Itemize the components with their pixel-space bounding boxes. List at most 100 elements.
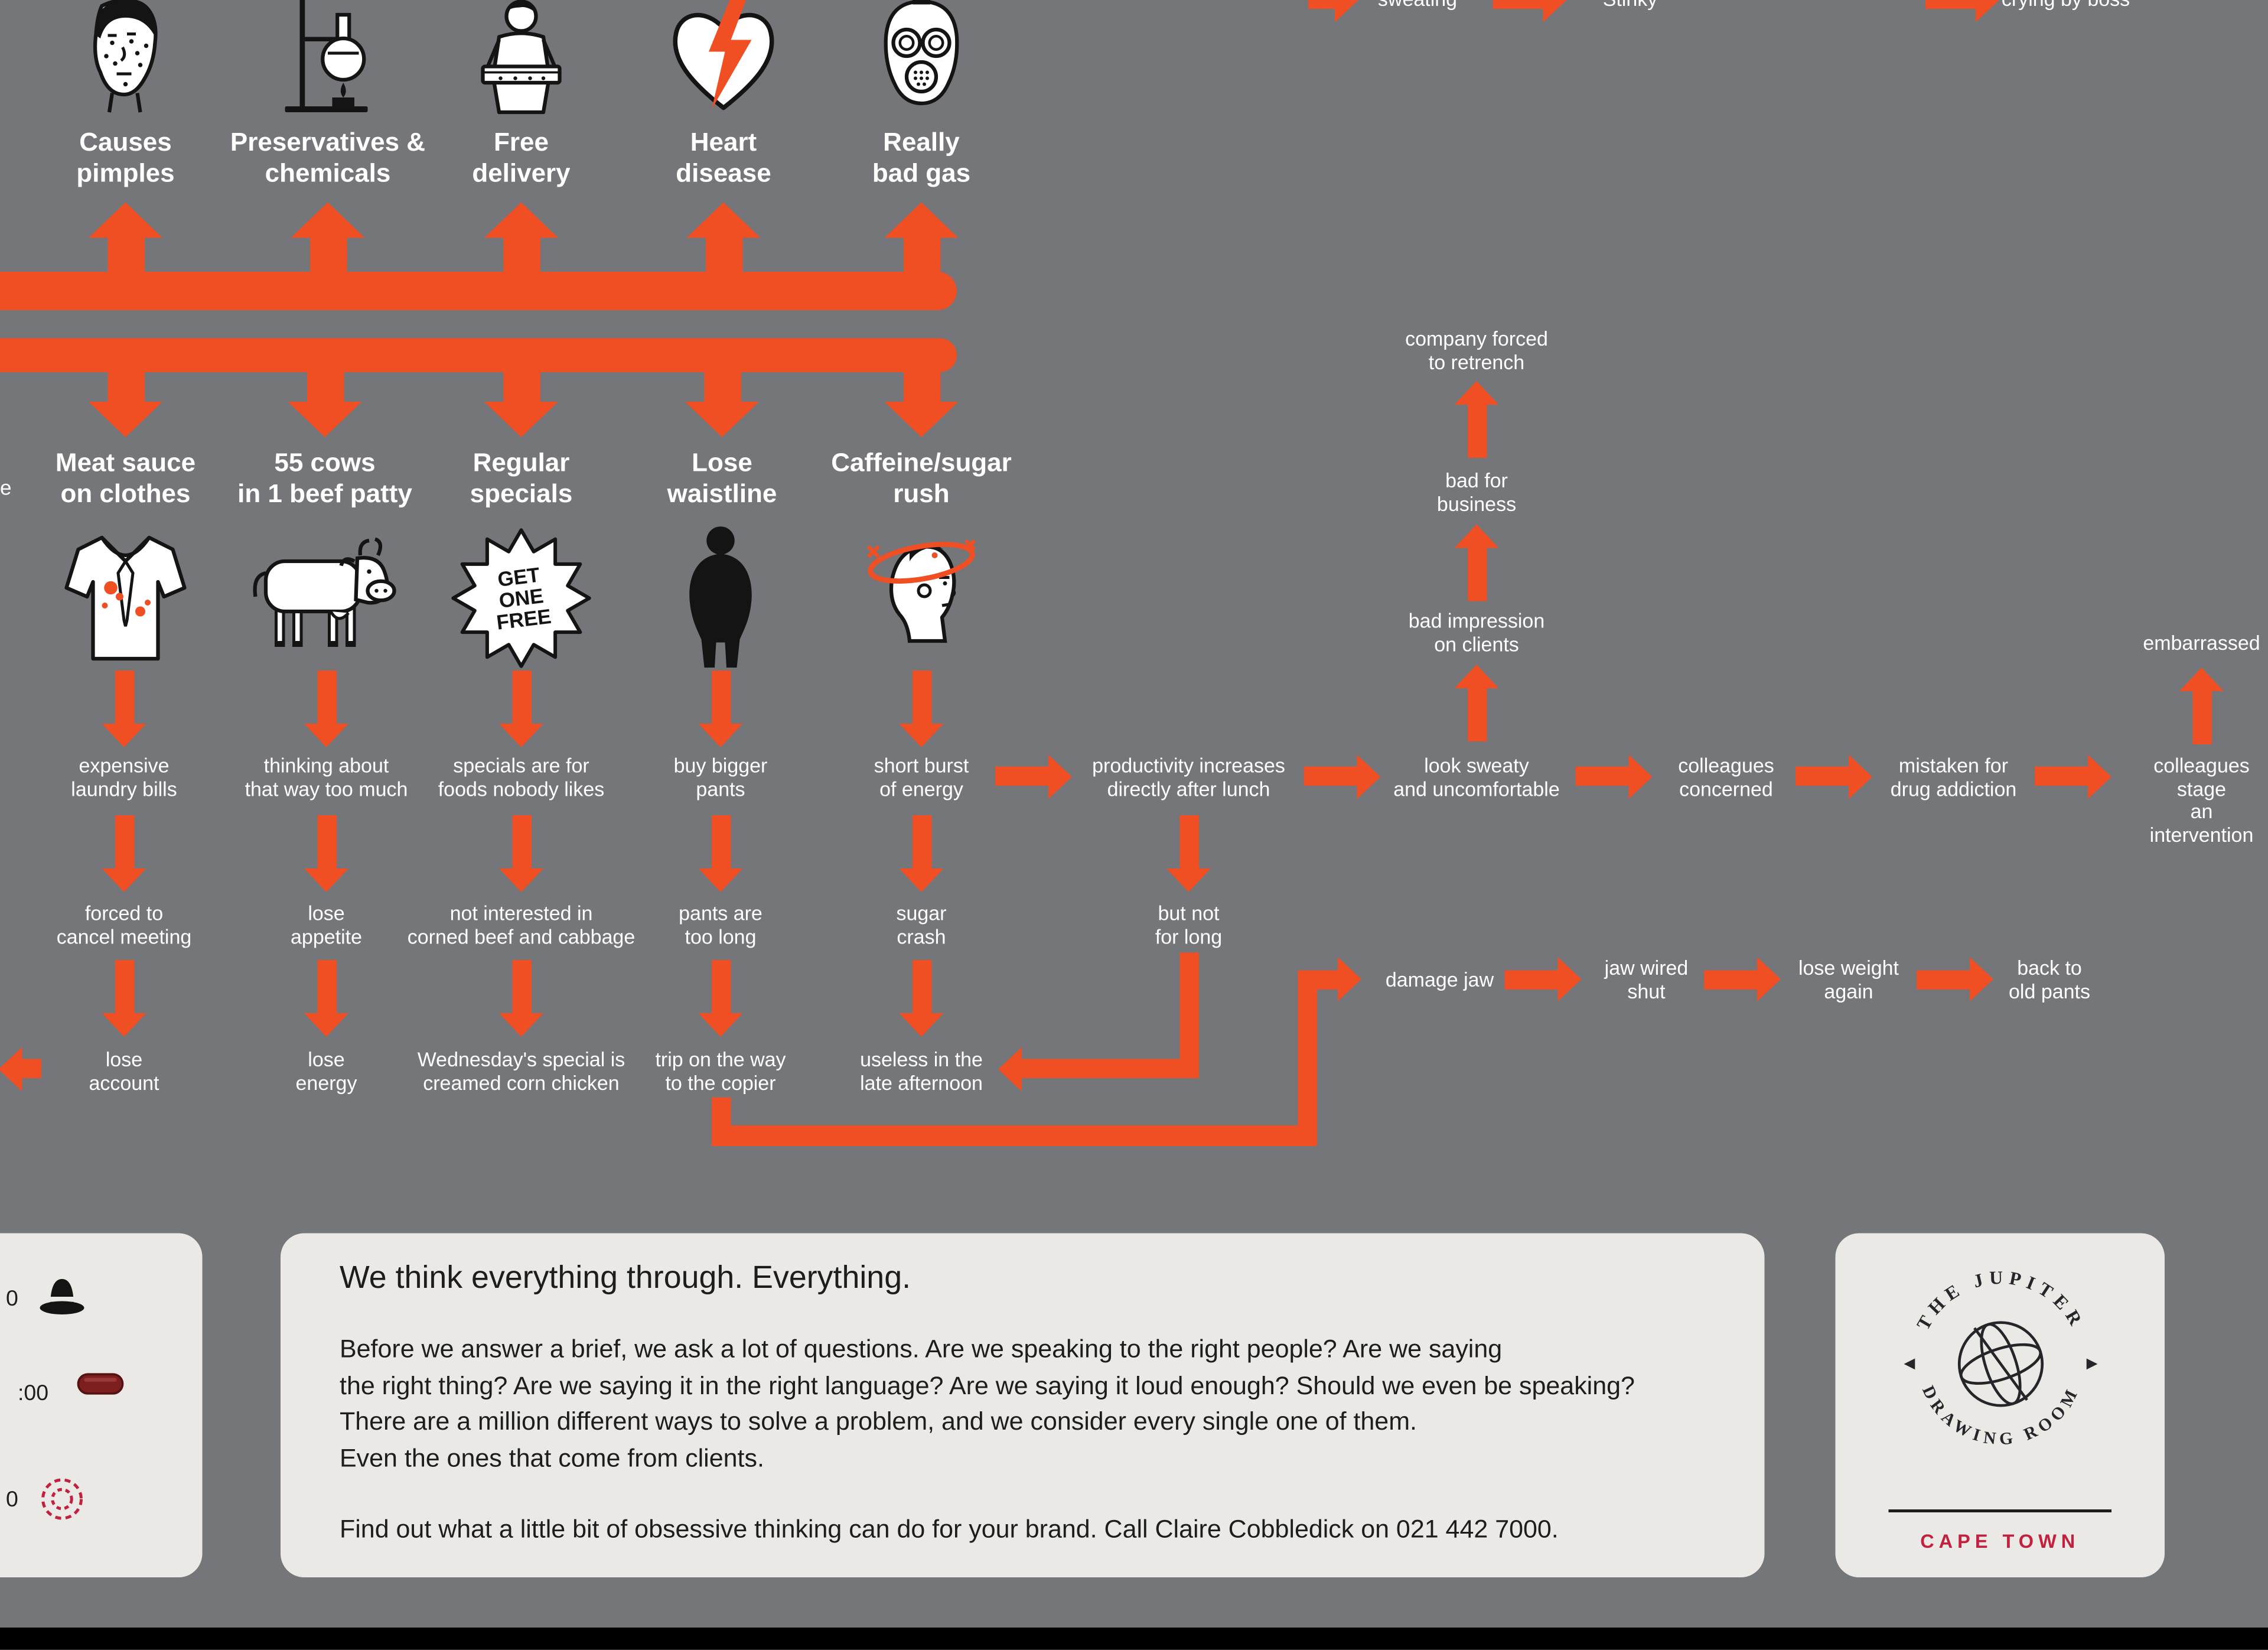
elbow-segment xyxy=(1297,969,1339,989)
copy-cta: Find out what a little bit of obsessive … xyxy=(340,1514,1559,1544)
node-jaw-wired-shut: jaw wired shut xyxy=(1604,957,1689,1003)
top-fragment-sweating: sweating xyxy=(1378,0,1457,11)
label-preservatives: Preservatives & chemicals xyxy=(230,127,426,188)
gas-mask-icon xyxy=(870,0,973,115)
node-company-retrench: company forced to retrench xyxy=(1405,328,1548,373)
arrow-down xyxy=(304,671,348,747)
lab-stand-icon xyxy=(262,0,395,115)
arrow-down xyxy=(698,671,743,747)
arrow-down xyxy=(1166,815,1211,892)
logo-card: THE JUPITER DRAWING ROOM CAPE TOWN xyxy=(1835,1233,2165,1577)
node-but-not-for-long: but not for long xyxy=(1155,902,1223,948)
elbow-segment xyxy=(1297,969,1317,1145)
arrow-right xyxy=(1575,754,1653,799)
arrow-down-big xyxy=(89,370,162,437)
label-meat-sauce: Meat sauce on clothes xyxy=(55,447,196,509)
bottom-bar xyxy=(0,1628,2268,1650)
node-wednesdays-special: Wednesday's special is creamed corn chic… xyxy=(417,1049,625,1094)
node-damage-jaw: damage jaw xyxy=(1385,968,1494,991)
arrow-up-big xyxy=(884,202,959,275)
arrow-right-fragment xyxy=(1925,0,1999,22)
node-look-sweaty: look sweaty and uncomfortable xyxy=(1393,754,1560,800)
node-lose-account: lose account xyxy=(89,1049,159,1094)
node-trip-to-copier: trip on the way to the copier xyxy=(655,1049,786,1094)
node-useless-afternoon: useless in the late afternoon xyxy=(860,1049,983,1094)
pimples-face-icon xyxy=(62,0,189,115)
label-causes-pimples: Causes pimples xyxy=(76,127,175,188)
delivery-man-icon xyxy=(451,0,592,115)
elbow-segment xyxy=(21,1058,41,1078)
arrow-down-big xyxy=(884,370,959,437)
schedule-time-fragment: 0 xyxy=(6,1487,18,1513)
node-forced-cancel-meeting: forced to cancel meeting xyxy=(56,902,192,948)
elbow-segment xyxy=(1179,952,1198,1078)
top-fragment-stinky: Stinky xyxy=(1603,0,1658,11)
node-lose-appetite: lose appetite xyxy=(291,902,362,948)
label-55-cows: 55 cows in 1 beef patty xyxy=(237,447,412,509)
hat-icon xyxy=(35,1269,89,1327)
arrow-down xyxy=(899,960,944,1037)
starburst-icon: GET ONE FREE xyxy=(451,526,592,671)
elbow-segment xyxy=(1022,1058,1199,1078)
node-bad-for-business: bad for business xyxy=(1436,470,1517,515)
armillary-sphere xyxy=(1957,1321,2043,1407)
label-regular-specials: Regular specials xyxy=(470,447,573,509)
node-mistaken-drug-addiction: mistaken for drug addiction xyxy=(1890,754,2017,800)
copy-body: Before we answer a brief, we ask a lot o… xyxy=(340,1333,1635,1472)
arrow-down xyxy=(698,960,743,1037)
arrow-down xyxy=(102,671,146,747)
arrow-down xyxy=(499,671,543,747)
trunk-band-upper xyxy=(0,272,957,310)
dashed-circle-icon xyxy=(35,1473,89,1534)
arrow-down xyxy=(899,815,944,892)
label-caffeine-sugar-rush: Caffeine/sugar rush xyxy=(831,447,1012,509)
arrow-up xyxy=(1454,381,1499,458)
arrow-down xyxy=(102,815,146,892)
trunk-band-lower xyxy=(0,338,957,372)
node-specials-are-for: specials are for foods nobody likes xyxy=(438,754,605,800)
arrow-up xyxy=(2179,668,2224,744)
arrow-down-big xyxy=(484,370,558,437)
node-productivity-increases: productivity increases directly after lu… xyxy=(1092,754,1285,800)
label-heart-disease: Heart disease xyxy=(676,127,771,188)
arrow-right xyxy=(1917,957,1993,1001)
node-buy-bigger-pants: buy bigger pants xyxy=(673,754,768,800)
arrow-up-big xyxy=(484,202,558,275)
arrow-right xyxy=(995,754,1072,799)
star-word-one: ONE xyxy=(498,584,545,613)
arrow-right xyxy=(1795,754,1872,799)
logo-arc-bottom: DRAWING ROOM xyxy=(1918,1382,2078,1449)
arrow-right xyxy=(1504,957,1582,1001)
jupiter-drawing-room-logo: THE JUPITER DRAWING ROOM xyxy=(1889,1245,2111,1516)
arrow-right-head xyxy=(1338,957,1361,1001)
arrow-down xyxy=(499,960,543,1037)
node-expensive-laundry-bills: expensive laundry bills xyxy=(71,754,177,800)
node-thinking-about: thinking about that way too much xyxy=(245,754,408,800)
copy-title: We think everything through. Everything. xyxy=(340,1260,911,1296)
node-colleagues-concerned: colleagues concerned xyxy=(1678,754,1774,800)
node-back-to-old-pants: back to old pants xyxy=(2009,957,2090,1003)
arrow-up xyxy=(1454,665,1499,741)
schedule-time-fragment: :00 xyxy=(18,1381,49,1407)
arrow-down xyxy=(698,815,743,892)
arrow-down-big xyxy=(685,370,759,437)
arrow-down xyxy=(899,671,944,747)
node-pants-too-long: pants are too long xyxy=(679,902,762,948)
arrow-down-big xyxy=(288,370,362,437)
arrow-right xyxy=(2035,754,2111,799)
heart-bolt-icon xyxy=(660,0,787,115)
schedule-card: 0 :00 0 xyxy=(0,1233,203,1577)
node-embarrassed: embarrassed xyxy=(2143,632,2260,655)
dizzy-head-icon xyxy=(848,532,989,662)
arrow-down xyxy=(304,960,348,1037)
arrow-left-head xyxy=(0,1046,22,1091)
arrow-right xyxy=(1704,957,1781,1001)
roll-icon xyxy=(77,1372,124,1404)
arrow-left-head xyxy=(998,1046,1022,1091)
node-not-interested: not interested in corned beef and cabbag… xyxy=(407,902,636,948)
overweight-person-icon xyxy=(676,526,765,671)
arrow-down xyxy=(304,815,348,892)
node-bad-impression: bad impression on clients xyxy=(1408,610,1545,655)
top-fragment-crying: crying by boss xyxy=(2002,0,2130,11)
